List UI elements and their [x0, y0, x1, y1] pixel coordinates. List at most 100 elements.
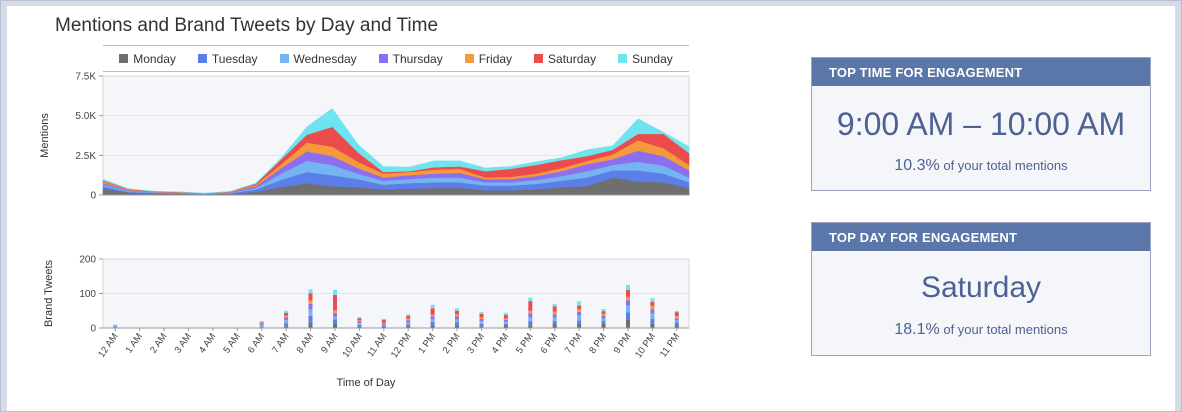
- bar-segment-saturday[interactable]: [650, 301, 655, 306]
- legend-item-monday[interactable]: Monday: [119, 52, 176, 66]
- bar-segment-saturday[interactable]: [455, 310, 459, 315]
- bar-segment-friday[interactable]: [650, 305, 655, 310]
- bar-segment-sunday[interactable]: [552, 303, 557, 307]
- bar-segment-thursday[interactable]: [284, 317, 289, 321]
- bar-segment-sunday[interactable]: [674, 310, 679, 313]
- bar-segment-sunday[interactable]: [601, 309, 606, 312]
- bar-segment-friday[interactable]: [333, 310, 337, 314]
- bar-segment-friday[interactable]: [577, 309, 582, 312]
- bar-segment-saturday[interactable]: [503, 314, 508, 319]
- legend-item-thursday[interactable]: Thursday: [378, 52, 443, 66]
- bar-segment-saturday[interactable]: [430, 308, 435, 315]
- bar-segment-wednesday[interactable]: [381, 324, 386, 326]
- bar-segment-monday[interactable]: [357, 326, 362, 328]
- bar-segment-friday[interactable]: [406, 318, 411, 321]
- bar-segment-wednesday[interactable]: [503, 321, 508, 324]
- bar-segment-wednesday[interactable]: [552, 317, 557, 322]
- bar-segment-thursday[interactable]: [552, 314, 557, 318]
- bar-segment-tuesday[interactable]: [601, 321, 606, 324]
- bar-segment-sunday[interactable]: [381, 318, 386, 320]
- bar-segment-monday[interactable]: [503, 325, 508, 328]
- bar-segment-thursday[interactable]: [357, 321, 362, 324]
- bar-segment-saturday[interactable]: [259, 322, 264, 323]
- bar-segment-saturday[interactable]: [406, 315, 411, 319]
- bar-segment-thursday[interactable]: [601, 315, 606, 319]
- bar-segment-saturday[interactable]: [381, 319, 386, 323]
- bar-segment-wednesday[interactable]: [577, 315, 582, 321]
- bar-segment-tuesday[interactable]: [430, 321, 435, 326]
- bar-segment-saturday[interactable]: [308, 293, 313, 301]
- bar-segment-sunday[interactable]: [406, 314, 411, 316]
- bar-segment-thursday[interactable]: [577, 311, 582, 316]
- bar-segment-monday[interactable]: [650, 323, 655, 328]
- bar-segment-wednesday[interactable]: [479, 321, 484, 324]
- bar-segment-tuesday[interactable]: [259, 326, 264, 328]
- bar-segment-saturday[interactable]: [357, 318, 362, 321]
- bar-segment-friday[interactable]: [674, 316, 679, 319]
- bar-segment-saturday[interactable]: [552, 306, 557, 312]
- bar-segment-wednesday[interactable]: [626, 305, 630, 313]
- bar-segment-wednesday[interactable]: [406, 322, 411, 325]
- bar-segment-tuesday[interactable]: [552, 321, 557, 325]
- bar-segment-monday[interactable]: [601, 323, 606, 328]
- bar-segment-wednesday[interactable]: [357, 323, 362, 325]
- bar-segment-tuesday[interactable]: [357, 324, 362, 327]
- bar-segment-monday[interactable]: [674, 325, 679, 328]
- bar-segment-saturday[interactable]: [528, 301, 533, 311]
- bar-segment-thursday[interactable]: [455, 316, 459, 320]
- bar-segment-wednesday[interactable]: [113, 325, 118, 327]
- bar-segment-tuesday[interactable]: [333, 319, 337, 325]
- bar-segment-sunday[interactable]: [333, 289, 337, 295]
- legend-item-tuesday[interactable]: Tuesday: [197, 52, 258, 66]
- bar-segment-monday[interactable]: [308, 322, 313, 328]
- bar-segment-thursday[interactable]: [333, 313, 337, 317]
- bar-segment-saturday[interactable]: [284, 312, 289, 316]
- bar-segment-thursday[interactable]: [650, 309, 655, 314]
- bar-segment-wednesday[interactable]: [528, 317, 533, 322]
- bar-segment-monday[interactable]: [577, 324, 582, 329]
- bar-segment-monday[interactable]: [626, 319, 630, 328]
- bar-segment-tuesday[interactable]: [674, 322, 679, 326]
- bar-segment-tuesday[interactable]: [479, 323, 484, 327]
- bar-segment-friday[interactable]: [479, 317, 484, 319]
- bar-segment-saturday[interactable]: [601, 311, 606, 314]
- bar-segment-wednesday[interactable]: [430, 319, 435, 322]
- bar-segment-monday[interactable]: [284, 326, 289, 328]
- bar-segment-tuesday[interactable]: [503, 323, 508, 326]
- bar-segment-friday[interactable]: [455, 314, 459, 317]
- bar-segment-saturday[interactable]: [674, 312, 679, 317]
- bar-segment-tuesday[interactable]: [284, 323, 289, 327]
- bar-segment-sunday[interactable]: [626, 284, 630, 291]
- bar-segment-monday[interactable]: [406, 326, 411, 328]
- bar-segment-thursday[interactable]: [430, 316, 435, 320]
- bar-segment-tuesday[interactable]: [308, 315, 313, 323]
- bar-segment-tuesday[interactable]: [113, 326, 118, 328]
- bar-segment-thursday[interactable]: [674, 318, 679, 321]
- bar-segment-tuesday[interactable]: [406, 324, 411, 327]
- legend-item-wednesday[interactable]: Wednesday: [279, 52, 357, 66]
- bar-segment-thursday[interactable]: [406, 320, 411, 323]
- bar-segment-tuesday[interactable]: [455, 322, 459, 326]
- bar-segment-wednesday[interactable]: [455, 319, 459, 323]
- bar-segment-friday[interactable]: [308, 300, 313, 304]
- bar-segment-saturday[interactable]: [626, 290, 630, 297]
- bar-segment-thursday[interactable]: [381, 323, 386, 325]
- bar-segment-monday[interactable]: [479, 326, 484, 328]
- bar-segment-wednesday[interactable]: [601, 318, 606, 322]
- legend-item-sunday[interactable]: Sunday: [618, 52, 673, 66]
- bar-segment-sunday[interactable]: [430, 304, 435, 309]
- bar-segment-tuesday[interactable]: [577, 320, 582, 325]
- bar-segment-friday[interactable]: [284, 315, 289, 318]
- bar-segment-friday[interactable]: [381, 322, 386, 324]
- bar-segment-tuesday[interactable]: [626, 312, 630, 320]
- bar-segment-wednesday[interactable]: [674, 320, 679, 323]
- bar-segment-monday[interactable]: [552, 324, 557, 329]
- bar-segment-tuesday[interactable]: [528, 321, 533, 326]
- bar-segment-sunday[interactable]: [308, 289, 313, 294]
- bar-segment-thursday[interactable]: [528, 313, 533, 318]
- bar-segment-tuesday[interactable]: [381, 325, 386, 327]
- bar-segment-wednesday[interactable]: [333, 316, 337, 320]
- bar-segment-tuesday[interactable]: [650, 318, 655, 324]
- bar-segment-sunday[interactable]: [503, 312, 508, 315]
- bar-segment-sunday[interactable]: [650, 298, 655, 302]
